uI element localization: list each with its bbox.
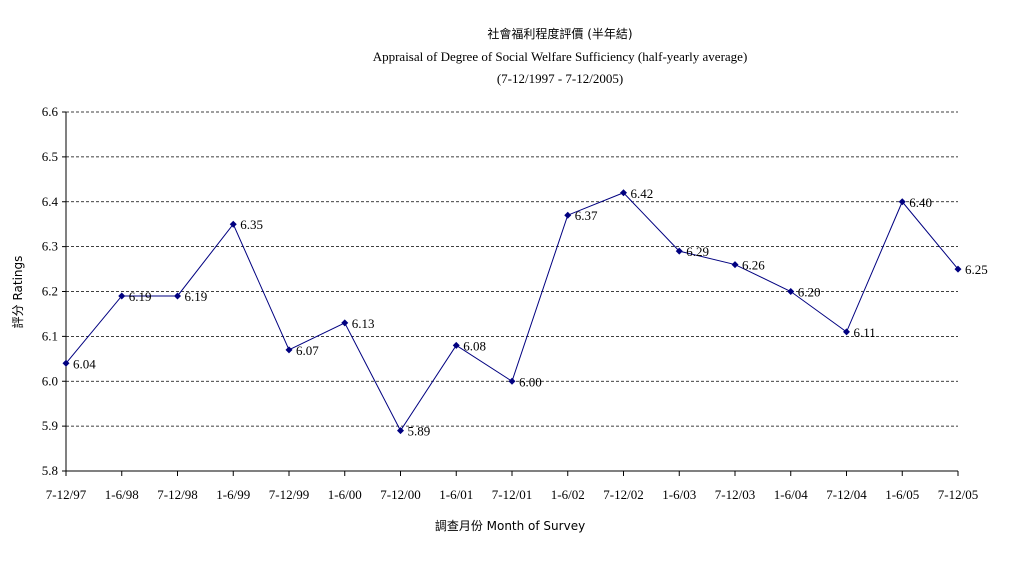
data-point-marker <box>285 346 293 354</box>
data-label: 6.13 <box>352 316 375 331</box>
data-label: 5.89 <box>408 424 431 439</box>
data-label: 6.11 <box>854 325 876 340</box>
x-tick-label: 7-12/05 <box>938 487 978 502</box>
data-point-marker <box>843 328 850 336</box>
data-point-marker <box>229 220 237 228</box>
x-tick-label: 7-12/02 <box>603 487 643 502</box>
y-tick-label: 5.9 <box>42 418 58 433</box>
y-tick-label: 6.0 <box>42 373 58 388</box>
series-group <box>62 189 962 435</box>
data-point-marker <box>787 288 795 295</box>
data-label: 6.26 <box>742 258 765 273</box>
data-label: 6.25 <box>965 262 988 277</box>
x-tick-label: 1-6/98 <box>105 487 139 502</box>
data-point-marker <box>954 265 962 273</box>
x-tick-label: 7-12/98 <box>157 487 197 502</box>
data-point-marker <box>397 427 404 435</box>
series-line <box>65 192 959 432</box>
data-label: 6.08 <box>463 338 486 353</box>
x-tick-label: 7-12/01 <box>492 487 532 502</box>
data-point-marker <box>452 341 460 349</box>
x-tick-label: 1-6/03 <box>662 487 696 502</box>
x-tick-label: 7-12/99 <box>269 487 309 502</box>
data-point-marker <box>118 292 126 300</box>
y-tick-label: 5.8 <box>42 463 58 478</box>
data-point-marker <box>731 261 739 269</box>
x-tick-label: 1-6/04 <box>774 487 808 502</box>
y-tick-label: 6.6 <box>42 104 59 119</box>
y-tick-label: 6.5 <box>42 149 58 164</box>
data-label: 6.40 <box>909 195 932 210</box>
data-label: 6.42 <box>631 186 654 201</box>
data-point-marker <box>508 377 516 385</box>
y-axis-ticks: 5.8 5.9 6.0 6.1 6.2 6.3 6.4 6.5 6.6 <box>42 104 66 478</box>
data-label: 6.07 <box>296 343 319 358</box>
x-tick-label: 7-12/04 <box>826 487 867 502</box>
x-tick-label: 7-12/97 <box>46 487 87 502</box>
y-tick-label: 6.1 <box>42 328 58 343</box>
x-tick-label: 7-12/03 <box>715 487 755 502</box>
data-point-marker <box>564 211 572 219</box>
x-tick-label: 1-6/01 <box>439 487 473 502</box>
x-axis-ticks: 7-12/97 1-6/98 7-12/98 1-6/99 7-12/99 1-6/00 7… <box>46 471 978 502</box>
x-axis-label: 調查月份 Month of Survey <box>435 519 585 533</box>
data-labels: 6.04 6.19 6.19 6.35 6.07 6.13 5.89 6.08 6.00 6.37… <box>73 186 988 439</box>
x-tick-label: 7-12/00 <box>380 487 420 502</box>
data-label: 6.19 <box>185 289 208 304</box>
y-tick-label: 6.3 <box>42 239 58 254</box>
data-label: 6.00 <box>519 374 542 389</box>
data-label: 6.37 <box>575 208 598 223</box>
chart-title-chinese: 社會福利程度評價 (半年結) <box>487 27 633 41</box>
y-tick-label: 6.4 <box>42 194 59 209</box>
data-point-marker <box>620 189 627 197</box>
x-tick-label: 1-6/05 <box>885 487 919 502</box>
data-label: 6.04 <box>73 356 96 371</box>
y-axis-label: 評分 Ratings <box>10 256 25 329</box>
data-label: 6.19 <box>129 289 152 304</box>
data-label: 6.35 <box>240 217 263 232</box>
x-tick-label: 1-6/02 <box>551 487 585 502</box>
data-point-marker <box>174 292 181 300</box>
chart-subtitle: Appraisal of Degree of Social Welfare Su… <box>372 49 748 64</box>
data-label: 6.29 <box>686 244 709 259</box>
data-point-marker <box>675 247 683 255</box>
data-label: 6.20 <box>798 285 821 300</box>
x-tick-label: 1-6/99 <box>216 487 250 502</box>
x-tick-label: 1-6/00 <box>328 487 362 502</box>
y-tick-label: 6.2 <box>42 284 58 299</box>
data-point-marker <box>62 359 70 367</box>
data-point-marker <box>341 319 349 327</box>
chart-date-range: (7-12/1997 - 7-12/2005) <box>496 71 624 86</box>
data-point-marker <box>898 198 906 206</box>
